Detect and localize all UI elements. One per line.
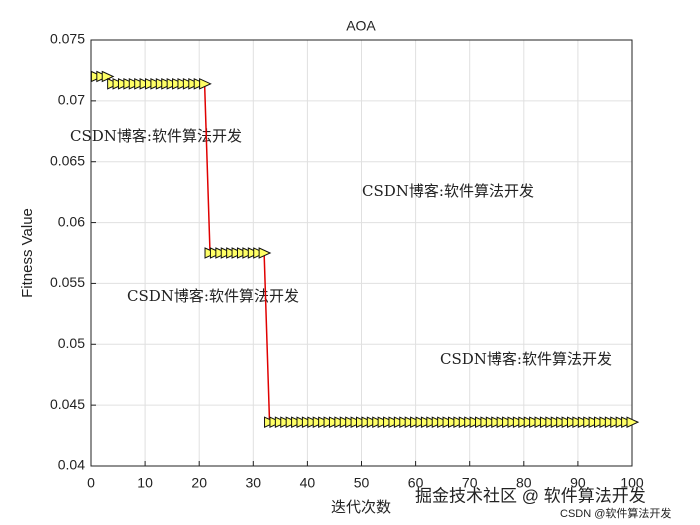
x-tick-label: 40 [300,475,316,491]
y-tick-label: 0.075 [50,31,85,47]
footer-text: 掘金技术社区 @ 软件算法开发 [415,486,646,505]
y-tick-label: 0.04 [58,457,85,473]
watermark: CSDN博客:软件算法开发 [362,182,534,200]
y-tick-label: 0.06 [58,213,85,229]
axes-box [90,39,633,467]
y-tick-label: 0.065 [50,152,85,168]
x-tick-label: 90 [570,475,586,491]
x-tick-label: 0 [87,475,95,491]
watermark: CSDN博客:软件算法开发 [70,127,242,145]
marker [199,78,212,90]
x-tick-label: 100 [620,475,644,491]
watermark: CSDN博客:软件算法开发 [127,287,299,305]
x-tick-label: 20 [191,475,207,491]
watermark: CSDN博客:软件算法开发 [440,350,612,368]
y-tick-label: 0.05 [58,335,85,351]
x-tick-label: 10 [137,475,153,491]
y-axis-label: Fitness Value [19,208,36,298]
chart-title: AOA [346,18,376,34]
y-tick-label: 0.07 [58,92,85,108]
x-tick-label: 50 [354,475,370,491]
y-tick-label: 0.055 [50,274,85,290]
x-tick-label: 70 [462,475,478,491]
x-tick-label: 60 [408,475,424,491]
marker [258,247,272,259]
x-tick-label: 30 [246,475,262,491]
y-tick-label: 0.045 [50,396,85,412]
footer-text: CSDN @软件算法开发 [560,506,671,520]
x-axis-label: 迭代次数 [331,499,391,516]
marker [626,416,640,428]
x-tick-label: 80 [516,475,532,491]
